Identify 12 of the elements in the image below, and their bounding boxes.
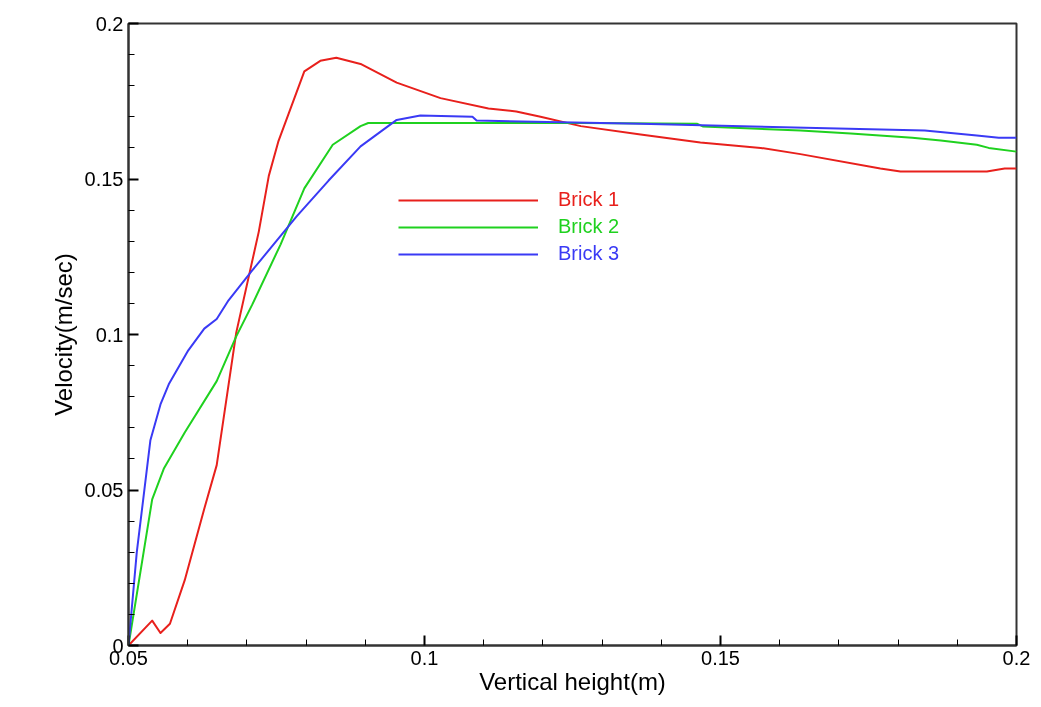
text: Brick 2 [558, 215, 620, 238]
y-tick-label: 0.2 [95, 12, 124, 35]
y-tick-label: 0.15 [84, 168, 124, 190]
x-axis-title: Vertical height(m) [479, 667, 666, 695]
text: Brick 3 [558, 242, 620, 265]
x-tick-label: 0.2 [1002, 646, 1031, 669]
x-tick-label: 0.1 [410, 646, 439, 669]
text: Brick 1 [558, 188, 620, 211]
x-tick-label: 0.15 [701, 646, 740, 669]
y-tick-label: 0.1 [95, 323, 124, 346]
y-tick-label: 0.05 [84, 479, 124, 501]
y-axis-title: Velocity(m/sec) [49, 253, 77, 416]
